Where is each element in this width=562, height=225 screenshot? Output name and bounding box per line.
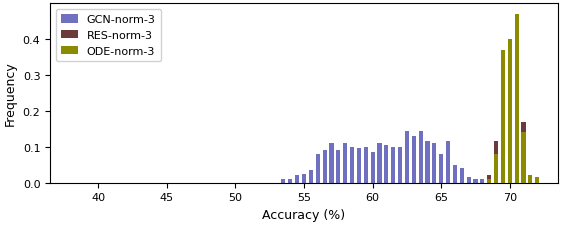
Bar	[466, 177, 471, 183]
Bar	[453, 165, 457, 183]
Bar	[528, 176, 532, 183]
Bar	[329, 144, 333, 183]
Bar	[515, 36, 519, 183]
Bar	[288, 179, 292, 183]
Bar	[446, 142, 450, 183]
Bar	[487, 179, 491, 183]
Bar	[405, 131, 409, 183]
Bar	[391, 147, 395, 183]
Bar	[364, 147, 368, 183]
Bar	[439, 154, 443, 183]
Bar	[522, 133, 525, 183]
Bar	[295, 176, 299, 183]
Bar	[507, 40, 512, 183]
Bar	[419, 131, 423, 183]
Legend: GCN-norm-3, RES-norm-3, ODE-norm-3: GCN-norm-3, RES-norm-3, ODE-norm-3	[56, 10, 161, 62]
Bar	[501, 142, 505, 183]
Bar	[501, 51, 505, 183]
Bar	[398, 147, 402, 183]
Bar	[323, 151, 327, 183]
Bar	[425, 142, 429, 183]
Bar	[460, 169, 464, 183]
Bar	[316, 154, 320, 183]
Bar	[522, 122, 525, 183]
Bar	[309, 170, 313, 183]
Bar	[432, 144, 437, 183]
Bar	[302, 174, 306, 183]
Bar	[282, 179, 285, 183]
Bar	[481, 179, 484, 183]
X-axis label: Accuracy (%): Accuracy (%)	[262, 208, 346, 221]
Bar	[357, 149, 361, 183]
Bar	[473, 179, 478, 183]
Bar	[535, 177, 540, 183]
Bar	[515, 15, 519, 183]
Bar	[384, 145, 388, 183]
Bar	[343, 144, 347, 183]
Bar	[370, 152, 375, 183]
Bar	[350, 147, 354, 183]
Bar	[412, 136, 416, 183]
Bar	[336, 151, 341, 183]
Bar	[487, 176, 491, 183]
Bar	[494, 154, 498, 183]
Bar	[378, 144, 382, 183]
Bar	[494, 142, 498, 183]
Y-axis label: Frequency: Frequency	[4, 61, 17, 126]
Bar	[507, 79, 512, 183]
